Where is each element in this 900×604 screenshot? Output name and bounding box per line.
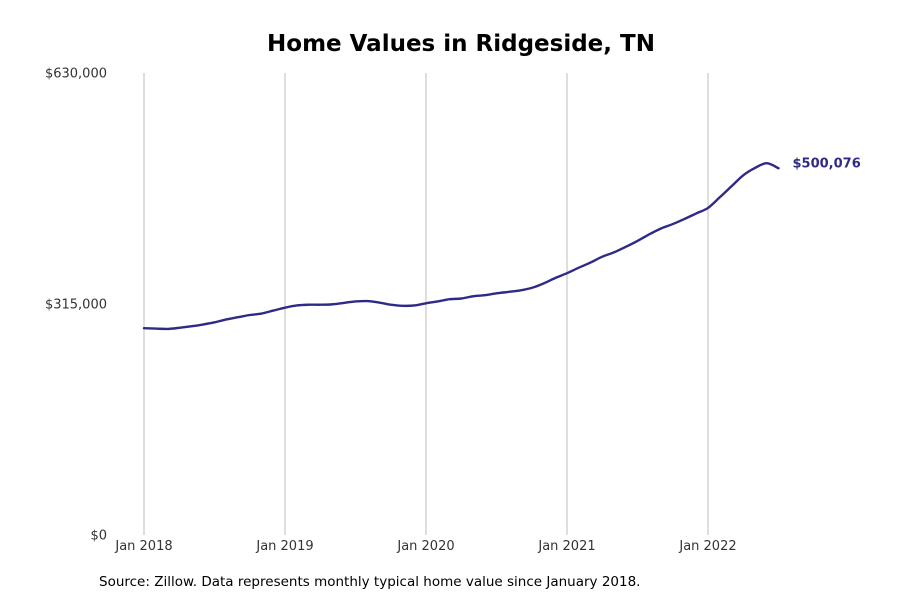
- y-tick-label-0: $0: [90, 529, 107, 544]
- x-tick-label-2: Jan 2020: [396, 539, 454, 554]
- chart-title: Home Values in Ridgeside, TN: [267, 31, 655, 57]
- x-tick-label-0: Jan 2018: [114, 539, 172, 554]
- series-line-0: [142, 161, 780, 331]
- source-note: Source: Zillow. Data represents monthly …: [99, 574, 641, 590]
- y-axis-tick-labels: $0 $315,000 $630,000: [45, 67, 107, 544]
- x-tick-label-4: Jan 2022: [678, 539, 736, 554]
- x-axis-tick-labels: Jan 2018 Jan 2019 Jan 2020 Jan 2021 Jan 2022: [114, 539, 736, 554]
- y-tick-label-2: $630,000: [45, 67, 107, 82]
- y-tick-label-1: $315,000: [45, 298, 107, 313]
- x-tick-label-1: Jan 2019: [255, 539, 313, 554]
- series-layer: [142, 161, 780, 331]
- x-tick-label-3: Jan 2021: [537, 539, 595, 554]
- end-value-label: $500,076: [793, 156, 861, 171]
